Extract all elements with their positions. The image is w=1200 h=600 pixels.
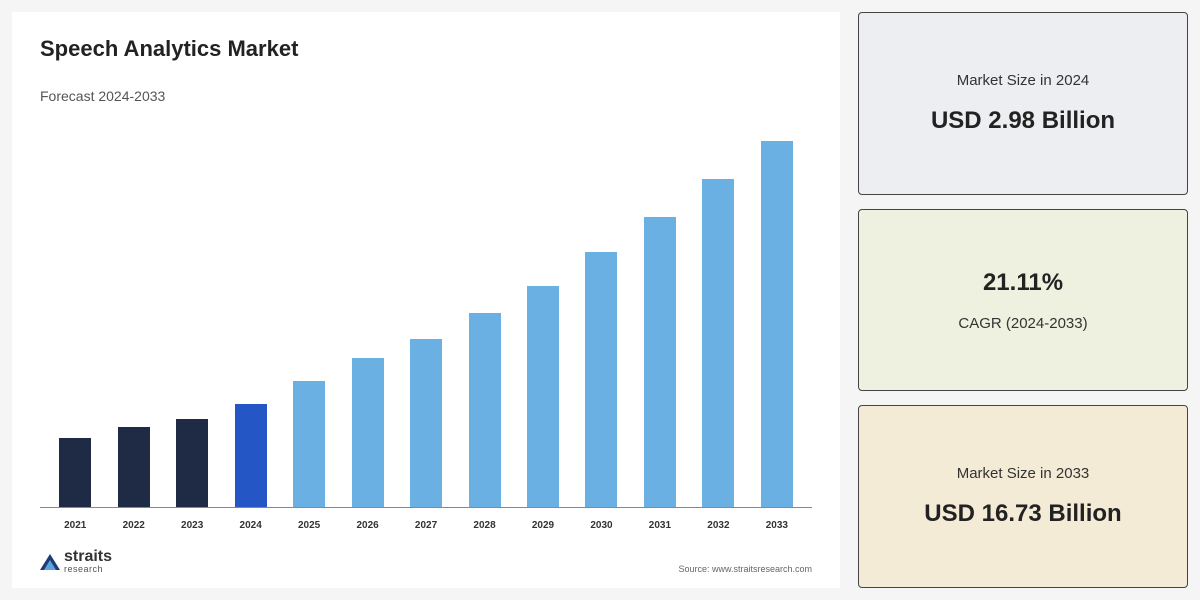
card-value: USD 2.98 Billion	[931, 107, 1115, 135]
chart-title: Speech Analytics Market	[40, 36, 812, 62]
logo-mark-icon	[40, 554, 60, 570]
card-value: 21.11%	[983, 269, 1063, 297]
chart-bar	[293, 381, 325, 507]
bar-slot	[280, 126, 338, 507]
chart-bar	[235, 404, 267, 507]
x-axis-label: 2027	[397, 520, 455, 531]
chart-bar	[118, 427, 150, 507]
x-axis-label: 2022	[104, 520, 162, 531]
x-axis-label: 2026	[338, 520, 396, 531]
card-label: Market Size in 2033	[957, 465, 1090, 482]
chart-bar	[702, 179, 734, 507]
x-axis-label: 2024	[221, 520, 279, 531]
bar-slot	[163, 126, 221, 507]
x-axis-label: 2021	[46, 520, 104, 531]
bar-slot	[572, 126, 630, 507]
bar-slot	[397, 126, 455, 507]
chart-plot-area	[40, 126, 812, 508]
bar-slot	[455, 126, 513, 507]
x-axis-label: 2025	[280, 520, 338, 531]
x-axis-label: 2031	[631, 520, 689, 531]
card-value: USD 16.73 Billion	[924, 500, 1121, 528]
info-card-cagr: 21.11% CAGR (2024-2033)	[858, 209, 1188, 392]
bar-slot	[689, 126, 747, 507]
page-container: Speech Analytics Market Forecast 2024-20…	[0, 0, 1200, 600]
chart-bar	[761, 141, 793, 507]
chart-bar	[352, 358, 384, 507]
chart-bar	[469, 313, 501, 507]
chart-bar	[410, 339, 442, 507]
bar-slot	[221, 126, 279, 507]
chart-panel: Speech Analytics Market Forecast 2024-20…	[12, 12, 840, 588]
info-card-market-2033: Market Size in 2033 USD 16.73 Billion	[858, 405, 1188, 588]
chart-bar	[527, 286, 559, 507]
x-axis-label: 2032	[689, 520, 747, 531]
card-label: Market Size in 2024	[957, 72, 1090, 89]
x-axis-label: 2029	[514, 520, 572, 531]
x-axis-label: 2023	[163, 520, 221, 531]
chart-footer: straits research Source: www.straitsrese…	[40, 549, 812, 574]
x-axis-label: 2028	[455, 520, 513, 531]
chart-x-labels: 2021202220232024202520262027202820292030…	[40, 514, 812, 531]
logo-text: straits research	[64, 549, 112, 574]
brand-logo: straits research	[40, 549, 112, 574]
side-panel: Market Size in 2024 USD 2.98 Billion 21.…	[858, 12, 1188, 588]
info-card-market-2024: Market Size in 2024 USD 2.98 Billion	[858, 12, 1188, 195]
bar-slot	[104, 126, 162, 507]
bar-slot	[46, 126, 104, 507]
bar-slot	[748, 126, 806, 507]
logo-tagline: research	[64, 565, 112, 574]
logo-name: straits	[64, 549, 112, 565]
chart-bar	[176, 419, 208, 507]
x-axis-label: 2030	[572, 520, 630, 531]
chart-bars	[40, 126, 812, 507]
bar-slot	[514, 126, 572, 507]
chart-bar	[59, 438, 91, 507]
chart-bar	[585, 252, 617, 507]
chart-bar	[644, 217, 676, 507]
card-label: CAGR (2024-2033)	[958, 315, 1087, 332]
chart-subtitle: Forecast 2024-2033	[40, 88, 812, 104]
bar-slot	[631, 126, 689, 507]
x-axis-label: 2033	[748, 520, 806, 531]
bar-slot	[338, 126, 396, 507]
source-citation: Source: www.straitsresearch.com	[678, 564, 812, 574]
